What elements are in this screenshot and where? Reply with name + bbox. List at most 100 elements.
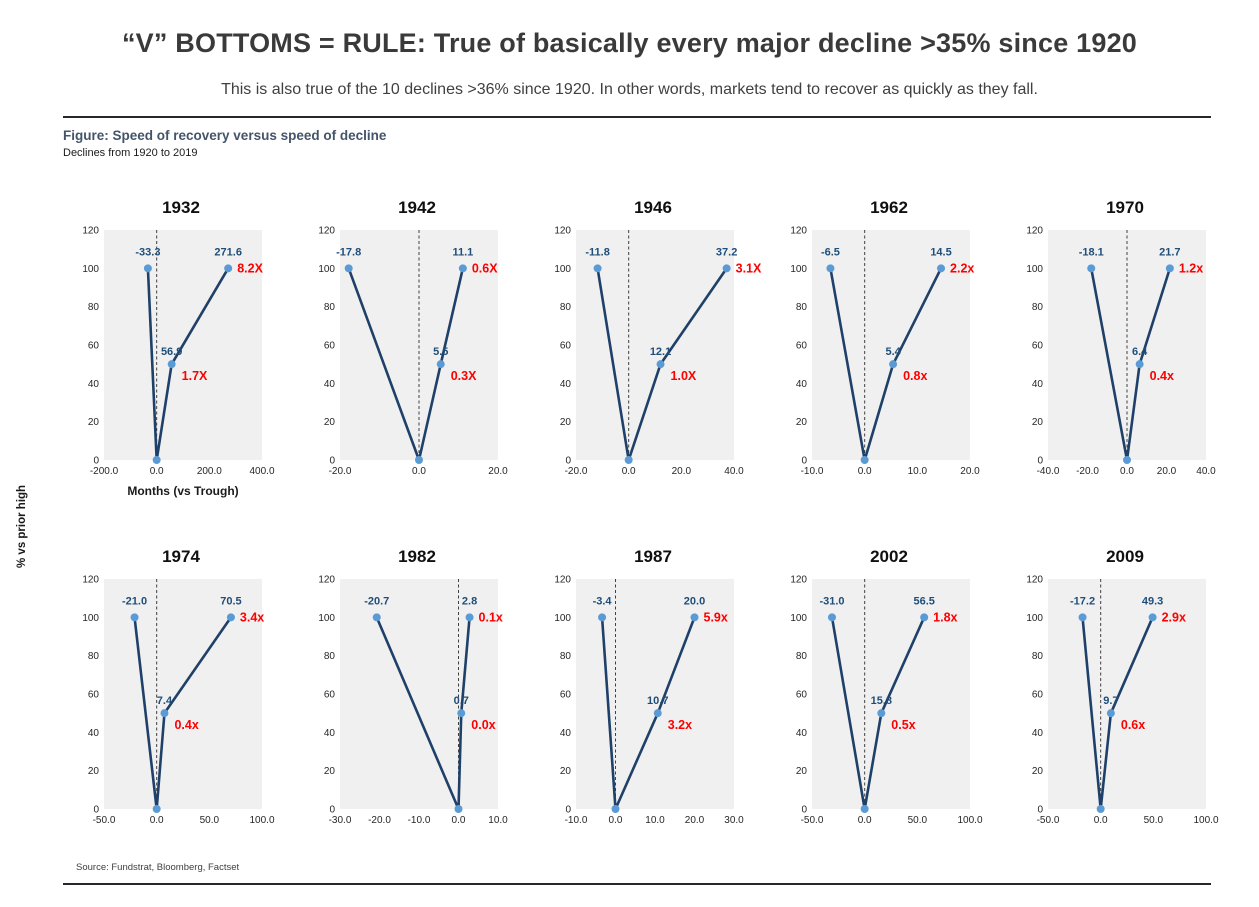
decline-months-label: -3.4: [593, 595, 613, 607]
y-tick-label: 40: [560, 379, 572, 390]
y-tick-label: 0: [565, 805, 571, 816]
decline-months-label: -18.1: [1079, 246, 1104, 258]
full-recovery-ratio-label: 3.1X: [736, 261, 762, 275]
data-point: [1148, 613, 1157, 622]
y-tick-label: 40: [324, 728, 336, 739]
recovery-path: [1089, 267, 1172, 462]
y-axis-title: % vs prior high: [16, 484, 28, 568]
y-tick-label: 120: [318, 226, 335, 237]
y-tick-label: 0: [93, 456, 99, 467]
full-recovery-months-label: 20.0: [684, 595, 705, 607]
full-recovery-ratio-label: 3.4x: [240, 610, 264, 624]
plot-area: [812, 230, 970, 460]
data-point: [457, 709, 466, 718]
y-tick-label: 0: [329, 805, 335, 816]
chart-plot: 0 20 40 60 80 100 120 -40.0 -20.0 0.0 20.0 40.0 -18.…: [1026, 226, 1216, 478]
x-tick-label: 50.0: [1144, 815, 1164, 826]
data-point: [130, 613, 139, 622]
y-tick-label: 20: [324, 766, 336, 777]
y-tick-label: 20: [1032, 766, 1044, 777]
data-point: [877, 709, 886, 718]
y-tick-label: 80: [796, 302, 808, 313]
y-tick-label: 80: [560, 651, 572, 662]
data-point: [828, 613, 837, 622]
y-tick-label: 60: [88, 341, 100, 352]
half-recovery-ratio-label: 0.3X: [451, 369, 477, 383]
chart-plot: 0 20 40 60 80 100 120 -200.0 0.0 200.0 400.0 -33.3 2…: [82, 226, 275, 478]
x-tick-label: 400.0: [249, 466, 274, 477]
x-tick-label: 20.0: [685, 815, 705, 826]
bottom-divider: [63, 883, 1211, 885]
half-recovery-months-label: 9.7: [1103, 695, 1118, 707]
chart-panel-2002: 2002 0 20 40 60 80 100 120 -50.0 0.0 50.0 100.0 -31.…: [774, 545, 1004, 846]
y-tick-label: 60: [560, 341, 572, 352]
data-point: [1165, 264, 1174, 273]
recovery-path: [1081, 616, 1154, 811]
chart-year-title: 1946: [634, 198, 672, 217]
x-tick-label: -30.0: [329, 815, 352, 826]
full-recovery-ratio-label: 2.2x: [950, 261, 974, 275]
recovery-path: [347, 267, 465, 462]
half-recovery-ratio-label: 0.0x: [471, 718, 495, 732]
chart-panel-1974: 1974 0 20 40 60 80 100 120 -50.0 0.0 50.0 100.0 -21.…: [66, 545, 296, 846]
y-tick-label: 20: [88, 766, 100, 777]
x-tick-label: 0.0: [452, 815, 466, 826]
data-point: [1135, 360, 1144, 369]
chart-year-title: 1974: [162, 547, 200, 566]
chart-plot: 0 20 40 60 80 100 120 -20.0 0.0 20.0 40.0 -11.8 37.2…: [554, 226, 762, 478]
y-tick-label: 40: [88, 379, 100, 390]
half-recovery-ratio-label: 0.8x: [903, 369, 927, 383]
decline-months-label: -17.8: [336, 246, 361, 258]
y-tick-label: 100: [554, 264, 571, 275]
y-tick-label: 60: [796, 341, 808, 352]
y-tick-label: 100: [318, 264, 335, 275]
figure-header: Figure: Speed of recovery versus speed o…: [63, 127, 1259, 160]
y-tick-label: 120: [318, 575, 335, 586]
full-recovery-ratio-label: 0.6X: [472, 261, 498, 275]
data-point: [465, 613, 474, 622]
header: “V” BOTTOMS = RULE: True of basically ev…: [0, 0, 1259, 100]
chart-plot: 0 20 40 60 80 100 120 -50.0 0.0 50.0 100.0 -31.0 56.…: [790, 575, 983, 827]
half-recovery-ratio-label: 0.4x: [174, 718, 198, 732]
x-tick-label: -20.0: [565, 466, 588, 477]
data-markers: [143, 264, 233, 464]
data-point: [690, 613, 699, 622]
full-recovery-months-label: 56.5: [913, 595, 934, 607]
x-tick-label: 20.0: [488, 466, 508, 477]
x-tick-label: -200.0: [90, 466, 119, 477]
full-recovery-ratio-label: 8.2X: [237, 261, 263, 275]
half-recovery-ratio-label: 0.4x: [1150, 369, 1174, 383]
data-point: [1106, 709, 1115, 718]
plot-area: [104, 579, 262, 809]
chart-panel-2009: 2009 0 20 40 60 80 100 120 -50.0 0.0 50.0 100.0 -17.…: [1010, 545, 1240, 846]
half-recovery-ratio-label: 1.0X: [671, 369, 697, 383]
decline-months-label: -17.2: [1070, 595, 1095, 607]
recovery-path: [829, 267, 943, 462]
decline-months-label: -6.5: [821, 246, 840, 258]
chart-year-title: 1970: [1106, 198, 1144, 217]
y-tick-label: 100: [82, 613, 99, 624]
data-markers: [1087, 264, 1174, 464]
y-tick-label: 80: [560, 302, 572, 313]
data-point: [860, 456, 869, 464]
chart-year-title: 1962: [870, 198, 908, 217]
data-point: [1078, 613, 1087, 622]
data-point: [656, 360, 665, 369]
y-tick-label: 120: [554, 575, 571, 586]
y-tick-label: 0: [565, 456, 571, 467]
x-tick-label: 0.0: [1120, 466, 1134, 477]
data-point: [1087, 264, 1096, 273]
half-recovery-ratio-label: 0.6x: [1121, 718, 1145, 732]
y-tick-label: 40: [1032, 379, 1044, 390]
data-point: [653, 709, 662, 718]
y-tick-label: 60: [88, 690, 100, 701]
data-point: [722, 264, 731, 273]
chart-year-title: 2009: [1106, 547, 1144, 566]
y-tick-label: 20: [796, 766, 808, 777]
y-tick-label: 40: [560, 728, 572, 739]
chart-year-title: 2002: [870, 547, 908, 566]
source-note: Source: Fundstrat, Bloomberg, Factset: [76, 862, 240, 873]
x-tick-label: 20.0: [672, 466, 692, 477]
half-recovery-months-label: 12.1: [650, 346, 671, 358]
